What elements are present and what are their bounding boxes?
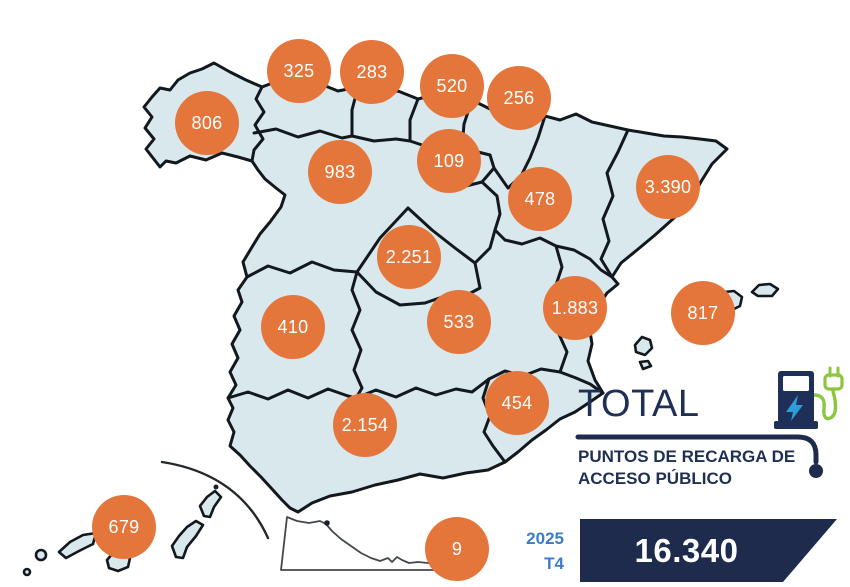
subtitle-line-1: PUNTOS DE RECARGA DE <box>578 447 796 466</box>
bubble-galicia: 806 <box>175 91 239 155</box>
period-year: 2025 <box>526 529 564 548</box>
subtitle: PUNTOS DE RECARGA DE ACCESO PÚBLICO <box>578 446 813 491</box>
ev-charger-plug-icon <box>774 366 844 429</box>
bubble-baleares: 817 <box>671 281 735 345</box>
charger-base <box>774 421 818 429</box>
bubble-cantabria: 283 <box>340 40 404 104</box>
bubble-murcia: 454 <box>485 371 549 435</box>
bubble-comunidad-valenciana: 1.883 <box>543 276 607 340</box>
bubble-aragon: 478 <box>508 167 572 231</box>
bubble-canarias: 679 <box>92 495 156 559</box>
period: 2025 T4 <box>498 527 564 576</box>
north-africa-coast <box>280 516 449 571</box>
total-value: 16.340 <box>634 531 739 569</box>
bubble-madrid: 2.251 <box>377 225 441 289</box>
total-value-banner: 16.340 <box>580 519 837 582</box>
bubble-pais-vasco: 520 <box>420 54 484 118</box>
bubble-andalucia: 2.154 <box>333 393 397 457</box>
connector-line <box>575 434 823 478</box>
peninsula-outline <box>142 61 729 514</box>
bubble-navarra: 256 <box>487 66 551 130</box>
bubble-la-rioja: 109 <box>417 129 481 193</box>
canary-separator-arc <box>160 460 270 540</box>
bubble-castilla-la-mancha: 533 <box>427 290 491 354</box>
subtitle-line-2: ACCESO PÚBLICO <box>578 469 732 489</box>
lightning-bolt-icon <box>786 395 803 421</box>
bubble-ceuta-melilla: 9 <box>425 517 489 581</box>
period-quarter: T4 <box>544 553 564 573</box>
bubble-extremadura: 410 <box>261 295 325 359</box>
charger-screen <box>783 376 809 391</box>
connector-dot <box>809 464 823 478</box>
bubble-cataluna: 3.390 <box>636 155 700 219</box>
page-title: TOTAL <box>578 383 700 425</box>
bubble-asturias: 325 <box>267 39 331 103</box>
ceuta-dot <box>324 520 330 526</box>
bubble-castilla-y-leon: 983 <box>308 140 372 204</box>
